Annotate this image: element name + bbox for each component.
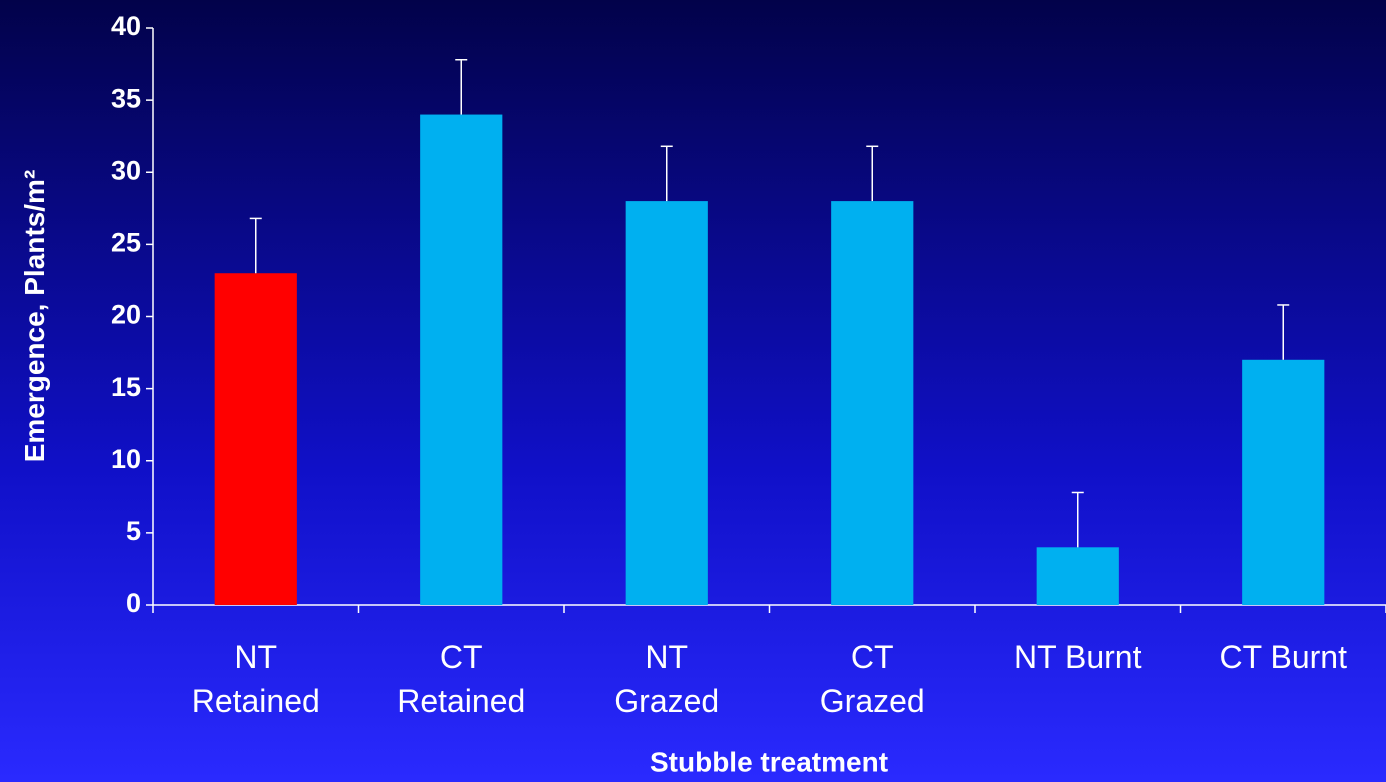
x-axis-label: Stubble treatment <box>650 746 888 777</box>
error-bar <box>455 58 468 115</box>
bar <box>1036 547 1119 605</box>
y-tick-label: 20 <box>111 300 141 330</box>
x-tick-label: NT Grazed <box>614 639 719 719</box>
error-bar <box>660 145 673 202</box>
x-tick-label: CT Burnt <box>1220 639 1348 675</box>
y-tick-label: 25 <box>111 228 141 258</box>
y-tick-label: 15 <box>111 372 141 402</box>
bar <box>214 273 297 605</box>
y-axis-label: Emergence, Plants/m² <box>19 170 50 463</box>
x-tick-label: CT Retained <box>397 639 525 719</box>
y-tick-label: 40 <box>111 11 141 41</box>
y-tick-label: 35 <box>111 83 141 113</box>
bar <box>625 201 708 605</box>
bar <box>831 201 914 605</box>
y-tick-label: 10 <box>111 444 141 474</box>
x-tick-label: NT Retained <box>192 639 320 719</box>
error-bar <box>1071 491 1084 548</box>
y-tick-label: 0 <box>126 588 141 618</box>
error-bar <box>1277 304 1290 360</box>
bar <box>1242 359 1325 605</box>
x-tick-label: NT Burnt <box>1014 639 1142 675</box>
y-tick-label: 30 <box>111 155 141 185</box>
error-bar <box>249 217 262 274</box>
error-bar <box>866 145 879 202</box>
y-tick-label: 5 <box>126 516 141 546</box>
bar <box>420 114 503 606</box>
x-tick-label: CT Grazed <box>820 639 925 719</box>
